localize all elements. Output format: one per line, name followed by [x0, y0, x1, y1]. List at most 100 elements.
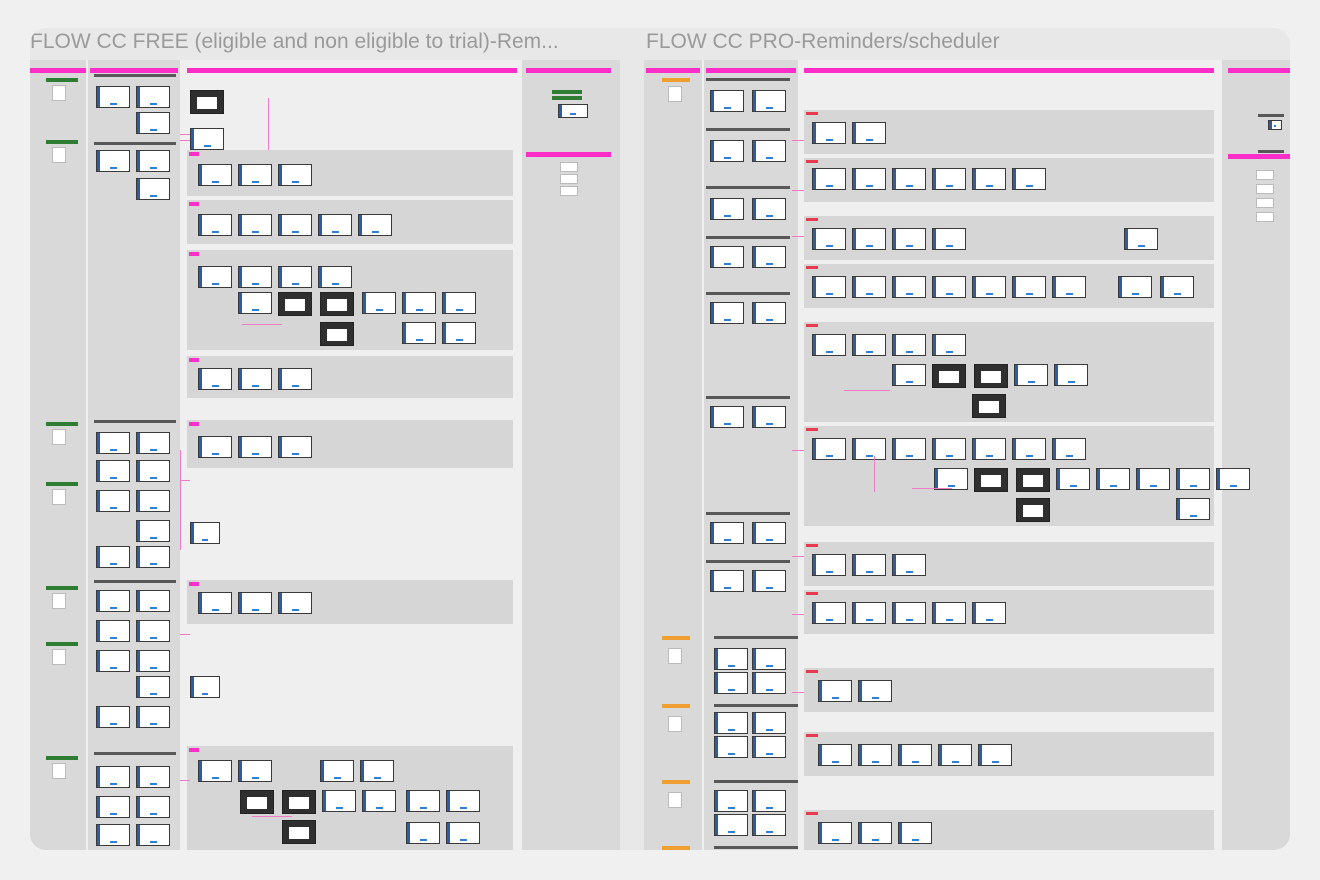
dark-screen	[282, 820, 316, 844]
side-label	[552, 96, 582, 100]
section-tag	[189, 422, 199, 426]
screen-thumbnail	[892, 168, 926, 190]
section-tag	[189, 202, 199, 206]
screen-thumbnail	[892, 438, 926, 460]
step-header	[706, 396, 790, 399]
screen-thumbnail	[238, 368, 272, 390]
connector-line	[180, 450, 181, 550]
screen-thumbnail	[96, 546, 130, 568]
side-note	[1256, 184, 1274, 194]
column-header	[646, 68, 700, 73]
screen-thumbnail	[190, 676, 220, 698]
screen-thumbnail	[136, 590, 170, 612]
dark-screen	[1016, 498, 1050, 522]
side-label	[552, 90, 582, 94]
side-label	[1258, 150, 1284, 153]
screen-thumbnail	[198, 164, 232, 186]
connector-line	[252, 816, 292, 817]
side-note	[1256, 170, 1274, 180]
screen-thumbnail	[96, 766, 130, 788]
screen-thumbnail	[136, 86, 170, 108]
flow-board-pro[interactable]	[644, 60, 1290, 850]
screen-thumbnail	[322, 790, 356, 812]
screen-thumbnail	[136, 546, 170, 568]
screen-thumbnail	[938, 744, 972, 766]
screen-thumbnail	[446, 822, 480, 844]
screen-thumbnail	[136, 490, 170, 512]
flow-board-free[interactable]	[30, 60, 620, 850]
column-header	[526, 68, 611, 73]
screen-thumbnail	[752, 140, 786, 162]
step-header	[94, 420, 176, 423]
screen-thumbnail	[278, 592, 312, 614]
screen-thumbnail	[932, 228, 966, 250]
connector-line	[792, 190, 804, 191]
screen-thumbnail	[238, 164, 272, 186]
column-header	[1228, 68, 1290, 73]
dark-screen	[320, 292, 354, 316]
entry-thumbnail	[52, 649, 66, 665]
screen-thumbnail	[1268, 120, 1282, 130]
screen-thumbnail	[752, 406, 786, 428]
screen-thumbnail	[198, 368, 232, 390]
screen-thumbnail	[238, 266, 272, 288]
screen-thumbnail	[136, 766, 170, 788]
screen-thumbnail	[190, 522, 220, 544]
column-header	[1228, 154, 1290, 159]
screen-thumbnail	[812, 554, 846, 576]
dark-screen	[320, 322, 354, 346]
screen-thumbnail	[406, 790, 440, 812]
step-header	[94, 142, 176, 145]
screen-thumbnail	[136, 706, 170, 728]
frame-title-free[interactable]: FLOW CC FREE (eligible and non eligible …	[30, 30, 559, 53]
screen-thumbnail	[892, 228, 926, 250]
screen-thumbnail	[752, 522, 786, 544]
dark-screen	[932, 364, 966, 388]
screen-thumbnail	[1096, 468, 1130, 490]
screen-thumbnail	[96, 150, 130, 172]
screen-thumbnail	[714, 736, 748, 758]
screen-thumbnail	[858, 680, 892, 702]
screen-thumbnail	[812, 168, 846, 190]
entry-label	[662, 780, 690, 784]
screen-thumbnail	[136, 620, 170, 642]
screen-thumbnail	[238, 760, 272, 782]
step-header	[94, 752, 176, 755]
screen-thumbnail	[278, 164, 312, 186]
screen-thumbnail	[972, 168, 1006, 190]
screen-thumbnail	[1118, 276, 1152, 298]
entry-label	[662, 78, 690, 82]
step-header	[714, 704, 798, 707]
dark-screen	[278, 292, 312, 316]
screen-thumbnail	[362, 292, 396, 314]
connector-line	[242, 324, 282, 325]
design-canvas[interactable]: FLOW CC FREE (eligible and non eligible …	[30, 28, 1290, 850]
step-header	[706, 186, 790, 189]
screen-thumbnail	[318, 266, 352, 288]
screen-thumbnail	[1056, 468, 1090, 490]
screen-thumbnail	[238, 592, 272, 614]
step-header	[714, 846, 798, 849]
step-header	[706, 78, 790, 81]
column-header	[804, 68, 1214, 73]
screen-thumbnail	[96, 490, 130, 512]
entry-thumbnail	[52, 593, 66, 609]
screen-thumbnail	[752, 648, 786, 670]
step-header	[706, 560, 790, 563]
screen-thumbnail	[812, 276, 846, 298]
screen-thumbnail	[934, 468, 968, 490]
screen-thumbnail	[932, 334, 966, 356]
screen-thumbnail	[1052, 438, 1086, 460]
screen-thumbnail	[96, 460, 130, 482]
screen-thumbnail	[238, 292, 272, 314]
screen-thumbnail	[714, 672, 748, 694]
screen-thumbnail	[714, 712, 748, 734]
screen-thumbnail	[278, 214, 312, 236]
frame-title-pro[interactable]: FLOW CC PRO-Reminders/scheduler	[646, 30, 1000, 53]
entry-label	[662, 704, 690, 708]
screen-thumbnail	[198, 436, 232, 458]
screen-thumbnail	[1012, 168, 1046, 190]
connector-line	[792, 692, 804, 693]
flow-section	[187, 420, 513, 468]
screen-thumbnail	[932, 438, 966, 460]
